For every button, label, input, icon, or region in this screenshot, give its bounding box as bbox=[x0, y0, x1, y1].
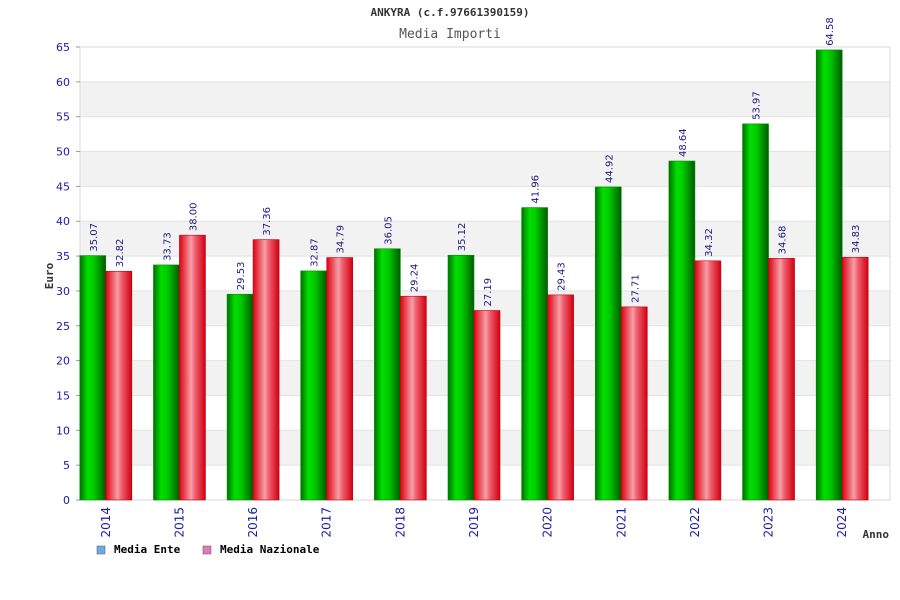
bar-media-ente-2020 bbox=[521, 207, 548, 501]
data-label-media-ente-2023: 53.97 bbox=[752, 91, 763, 120]
data-label-media-nazionale-2016: 37.36 bbox=[262, 207, 273, 236]
x-tick-label-2023: 2023 bbox=[762, 507, 776, 538]
bar-media-ente-2024 bbox=[815, 49, 843, 501]
x-axis-ticks: 2014 2015 2016 2017 2018 2019 2020 2021 2022 2023… bbox=[99, 507, 849, 538]
bar-media-ente-2021 bbox=[594, 186, 622, 501]
y-tick-label: 0 bbox=[63, 494, 70, 507]
data-label-media-nazionale-2015: 38.00 bbox=[188, 203, 199, 232]
bar-media-nazionale-2017 bbox=[326, 257, 354, 501]
data-label-media-nazionale-2022: 34.32 bbox=[704, 228, 715, 257]
bar-media-ente-2018 bbox=[374, 248, 401, 501]
data-label-media-ente-2019: 35.12 bbox=[457, 223, 468, 252]
bar-media-ente-2014 bbox=[79, 255, 107, 501]
plot-band bbox=[80, 47, 890, 82]
x-tick-label-2017: 2017 bbox=[320, 507, 334, 538]
x-tick-label-2015: 2015 bbox=[172, 507, 186, 538]
legend-swatch-media-nazionale bbox=[202, 545, 212, 555]
data-label-media-ente-2015: 33.73 bbox=[162, 232, 173, 261]
data-label-media-ente-2016: 29.53 bbox=[236, 262, 247, 291]
x-tick-label-2018: 2018 bbox=[393, 507, 407, 538]
y-axis-label: Euro bbox=[43, 262, 56, 289]
chart-title: ANKYRA (c.f.97661390159) bbox=[371, 6, 530, 19]
y-axis-ticks: 0 5 10 15 20 25 30 35 40 45 50 55 60 65 bbox=[56, 41, 80, 507]
y-tick-label: 40 bbox=[56, 215, 70, 228]
bar-media-ente-2017 bbox=[300, 270, 328, 501]
data-label-media-nazionale-2017: 34.79 bbox=[336, 225, 347, 254]
y-tick-label: 20 bbox=[56, 355, 70, 368]
bar-media-nazionale-2020 bbox=[547, 294, 574, 501]
data-label-media-ente-2022: 48.64 bbox=[678, 128, 689, 157]
x-tick-label-2019: 2019 bbox=[467, 507, 481, 538]
y-tick-label: 30 bbox=[56, 285, 70, 298]
bars bbox=[79, 49, 869, 501]
y-tick-label: 25 bbox=[56, 320, 70, 333]
x-tick-label-2021: 2021 bbox=[614, 507, 628, 538]
bar-media-ente-2016 bbox=[226, 293, 254, 501]
bar-media-nazionale-2024 bbox=[841, 256, 869, 501]
y-tick-label: 50 bbox=[56, 146, 70, 159]
bar-media-ente-2019 bbox=[447, 254, 475, 501]
data-label-media-nazionale-2019: 27.19 bbox=[483, 278, 494, 307]
bar-media-ente-2022 bbox=[668, 160, 696, 501]
bar-media-nazionale-2018 bbox=[400, 295, 427, 501]
bar-media-nazionale-2022 bbox=[694, 260, 722, 501]
legend-swatch-media-ente bbox=[96, 545, 106, 555]
x-axis-label: Anno bbox=[863, 528, 890, 541]
y-tick-label: 5 bbox=[63, 459, 70, 472]
x-tick-label-2024: 2024 bbox=[835, 507, 849, 538]
bar-media-ente-2015 bbox=[153, 264, 180, 501]
legend: Media Ente Media Nazionale bbox=[96, 543, 320, 556]
bar-media-nazionale-2015 bbox=[179, 234, 206, 501]
y-tick-label: 10 bbox=[56, 424, 70, 437]
y-tick-label: 55 bbox=[56, 111, 70, 124]
bar-labels: 35.07 32.82 33.73 38.00 29.53 37.36 32.87 34.79… bbox=[89, 17, 862, 306]
data-label-media-ente-2014: 35.07 bbox=[89, 223, 100, 252]
legend-label-media-nazionale: Media Nazionale bbox=[220, 543, 320, 556]
y-tick-label: 60 bbox=[56, 76, 70, 89]
x-tick-label-2020: 2020 bbox=[541, 507, 555, 538]
chart-subtitle: Media Importi bbox=[399, 27, 501, 42]
x-tick-label-2016: 2016 bbox=[246, 507, 260, 538]
data-label-media-ente-2021: 44.92 bbox=[604, 154, 615, 183]
bar-media-nazionale-2014 bbox=[105, 270, 133, 501]
data-label-media-nazionale-2020: 29.43 bbox=[557, 262, 568, 291]
data-label-media-nazionale-2018: 29.24 bbox=[409, 264, 420, 293]
y-tick-label: 15 bbox=[56, 389, 70, 402]
x-tick-label-2014: 2014 bbox=[99, 507, 113, 538]
data-label-media-ente-2024: 64.58 bbox=[825, 17, 836, 46]
data-label-media-ente-2017: 32.87 bbox=[310, 238, 321, 267]
y-tick-label: 65 bbox=[56, 41, 70, 54]
y-tick-label: 35 bbox=[56, 250, 70, 263]
data-label-media-nazionale-2014: 32.82 bbox=[115, 239, 126, 268]
bar-media-nazionale-2023 bbox=[768, 258, 795, 501]
data-label-media-nazionale-2021: 27.71 bbox=[630, 274, 641, 303]
bar-media-nazionale-2021 bbox=[620, 306, 648, 501]
x-tick-label-2022: 2022 bbox=[688, 507, 702, 538]
plot-band bbox=[80, 81, 890, 117]
data-label-media-nazionale-2024: 34.83 bbox=[851, 225, 862, 254]
y-tick-label: 45 bbox=[56, 180, 70, 193]
bar-media-ente-2023 bbox=[742, 123, 769, 501]
bar-media-nazionale-2016 bbox=[252, 239, 280, 501]
legend-label-media-ente: Media Ente bbox=[114, 543, 181, 556]
data-label-media-nazionale-2023: 34.68 bbox=[778, 226, 789, 255]
data-label-media-ente-2018: 36.05 bbox=[383, 216, 394, 245]
bar-media-nazionale-2019 bbox=[473, 310, 501, 501]
data-label-media-ente-2020: 41.96 bbox=[531, 175, 542, 204]
